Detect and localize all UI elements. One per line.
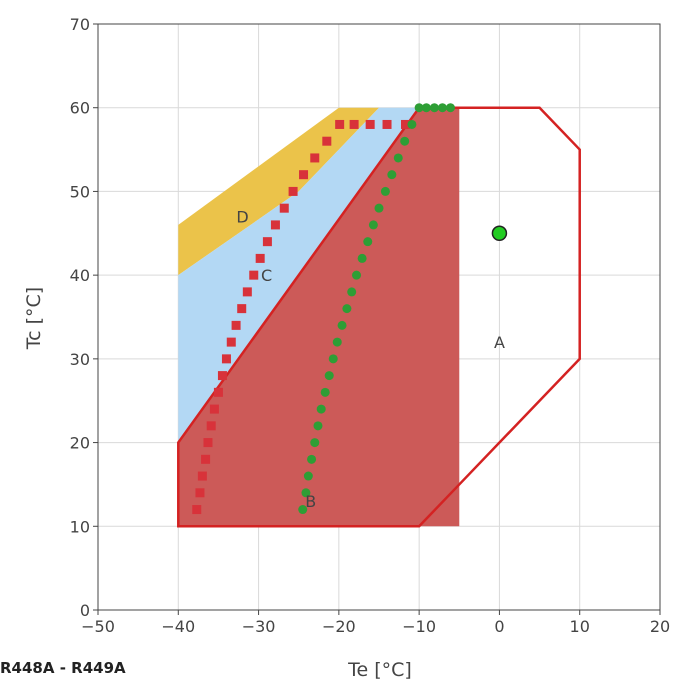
data-point-square [213,387,223,397]
data-point-square [262,237,272,247]
y-tick-label: 50 [70,182,90,201]
data-point-circle [332,337,342,347]
data-point-square [270,220,280,230]
data-point-square [206,421,216,431]
data-point-circle [445,103,455,113]
y-tick-label: 0 [80,601,90,620]
data-point-square [242,287,252,297]
y-tick-label: 10 [70,517,90,536]
x-tick-label: −30 [242,617,276,636]
x-tick-label: 20 [650,617,670,636]
region-label-c: C [261,266,272,285]
data-point-square [226,337,236,347]
x-tick-label: −40 [161,617,195,636]
data-point-circle [337,320,347,330]
y-tick-label: 70 [70,15,90,34]
region-labels: D C B A [236,208,505,512]
plot-border [97,23,661,611]
data-point-circle [328,354,338,364]
data-point-square [197,471,207,481]
x-tick-label: 0 [494,617,504,636]
data-point-circle [316,404,326,414]
data-point-circle [387,170,397,180]
series [192,103,508,515]
data-point-square [195,488,205,498]
data-point-square [201,454,211,464]
data-point-square [310,153,320,163]
x-tick-label: −50 [81,617,115,636]
data-point-circle [407,119,417,129]
y-tick-label: 60 [70,99,90,118]
x-tick-label: −20 [322,617,356,636]
data-point-circle [347,287,357,297]
region-d [178,107,379,276]
data-point-square [335,119,345,129]
refrigerant-label: R448A - R449A [0,659,126,677]
y-tick-label: 40 [70,266,90,285]
region-b [178,107,460,527]
data-point-circle [298,505,308,515]
data-point-circle [374,203,384,213]
data-point-circle [368,220,378,230]
x-tick-label: 10 [570,617,590,636]
data-point-circle [380,186,390,196]
data-point-square [255,253,265,263]
data-point-square [400,119,410,129]
data-point-circle [342,304,352,314]
y-tick-label: 20 [70,434,90,453]
data-point-square [231,320,241,330]
region-label-a: A [494,333,505,352]
data-point-circle [301,488,311,498]
tick-labels: −50 −40 −30 −20 −10 0 10 20 0 10 20 30 40 50 60 70 [70,15,671,636]
data-point-circle [400,136,410,146]
data-point-circle [313,421,323,431]
data-point-square [249,270,259,280]
data-point-circle [352,270,362,280]
data-point-square [299,170,309,180]
data-point-square [382,119,392,129]
data-point-circle [324,371,334,381]
x-axis-title: Te [°C] [347,659,412,681]
data-point-circle [307,454,317,464]
region-label-d: D [236,208,248,227]
data-point-circle [429,103,439,113]
y-axis-title: Tc [°C] [23,287,45,350]
data-point-circle [363,237,373,247]
plot-frame [97,23,661,611]
y-tick-label: 30 [70,350,90,369]
data-point-circle [393,153,403,163]
data-point-square [288,186,298,196]
operating-point [491,225,508,242]
data-point-square [365,119,375,129]
data-point-square [237,304,247,314]
data-point-circle [421,103,431,113]
data-point-circle [320,387,330,397]
data-point-square [217,371,227,381]
data-point-square [209,404,219,414]
data-point-square [203,438,213,448]
data-point-square [279,203,289,213]
data-point-circle [357,253,367,263]
data-point-circle [414,103,424,113]
x-tick-label: −10 [402,617,436,636]
data-point-square [221,354,231,364]
data-point-square [349,119,359,129]
data-point-square [322,136,332,146]
data-point-square [192,505,202,515]
data-point-circle [437,103,447,113]
data-point-circle [303,471,313,481]
data-point-circle [310,438,320,448]
region-label-b: B [305,492,316,511]
